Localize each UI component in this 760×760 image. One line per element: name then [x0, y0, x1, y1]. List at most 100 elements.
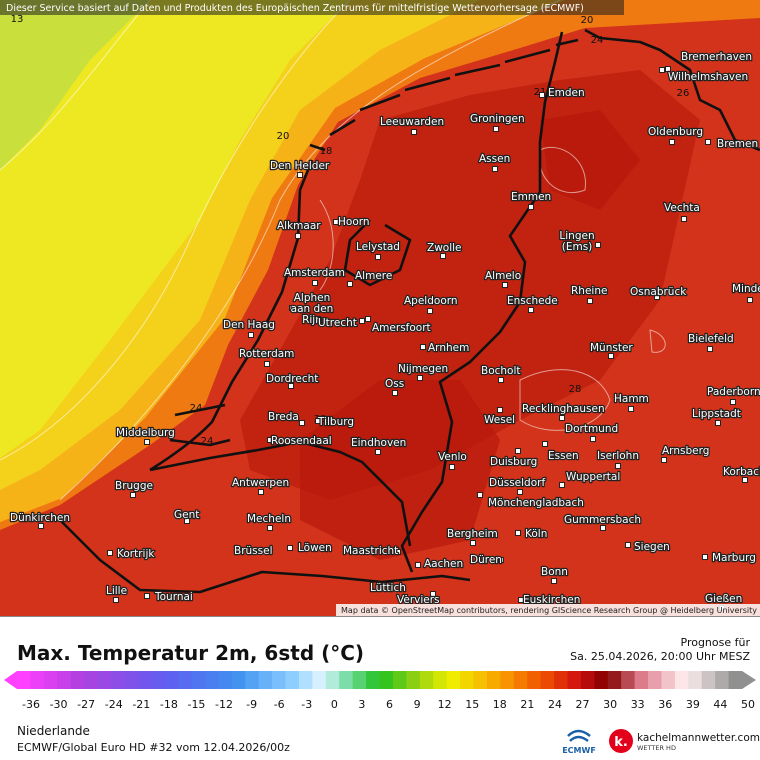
contour-label: 18 — [320, 146, 333, 157]
city-marker — [333, 219, 339, 225]
colorbar-cell — [84, 671, 98, 689]
city-marker — [528, 307, 534, 313]
city-label: Alkmaar — [277, 220, 321, 232]
city-marker — [669, 139, 675, 145]
city-marker — [681, 216, 687, 222]
ecmwf-logo: ECMWF — [562, 729, 596, 755]
colorbar-cell — [339, 671, 354, 689]
city-marker — [661, 457, 667, 463]
brand: kachelmannwetter.com — [637, 732, 760, 744]
colorbar-tick-label: 21 — [520, 698, 534, 711]
city-marker — [742, 477, 748, 483]
city-marker — [559, 482, 565, 488]
city-marker — [665, 66, 671, 72]
ecmwf-text: ECMWF — [562, 746, 596, 755]
colorbar-tick-label: 12 — [438, 698, 452, 711]
colorbar-cell — [513, 671, 528, 689]
city-label: Alphen — [294, 292, 331, 304]
city-marker — [315, 418, 321, 424]
city-label: Arnsberg — [662, 445, 709, 457]
city-label: Oldenburg — [648, 126, 703, 138]
city-label: Mönchengladbach — [488, 497, 584, 509]
city-marker — [297, 172, 303, 178]
city-label: Bremerhaven — [681, 51, 752, 63]
city-label: Apeldoorn — [404, 295, 458, 307]
city-marker — [518, 597, 524, 603]
city-marker — [359, 318, 365, 324]
city-marker — [747, 297, 753, 303]
city-marker — [497, 407, 503, 413]
colorbar-tick-label: 15 — [465, 698, 479, 711]
contour-label: 20 — [581, 15, 594, 26]
city-label: Löwen — [298, 542, 332, 554]
colorbar-cell — [554, 671, 568, 689]
colorbar-cell — [272, 671, 286, 689]
colorbar-tick-label: 9 — [414, 698, 421, 711]
contour-label: 20 — [277, 131, 290, 142]
city-marker — [144, 439, 150, 445]
city-marker — [528, 204, 534, 210]
city-label: Amersfoort — [372, 322, 431, 334]
city-label: Breda — [268, 411, 299, 423]
colorbar-tick-label: -24 — [105, 698, 123, 711]
city-label: (Ems) — [562, 241, 593, 253]
colorbar-tick-label: 0 — [331, 698, 338, 711]
city-marker — [288, 383, 294, 389]
colorbar-cell — [352, 671, 367, 689]
brand-logo[interactable]: k. kachelmannwetter.com WETTER HD — [609, 729, 760, 753]
city-label: Utrecht — [318, 317, 357, 329]
city-label: Lingen — [559, 230, 594, 242]
forecast-time: Sa. 25.04.2026, 20:00 Uhr MESZ — [570, 650, 750, 663]
city-label: Den Helder — [270, 160, 330, 172]
colorbar-cell — [527, 671, 542, 689]
city-marker — [375, 254, 381, 260]
city-marker — [267, 525, 273, 531]
colorbar-cell — [124, 671, 139, 689]
city-marker — [130, 492, 136, 498]
city-label: Lüttich — [370, 582, 406, 594]
city-marker — [608, 353, 614, 359]
colorbar-cell — [298, 671, 313, 689]
colorbar-cell — [110, 671, 125, 689]
colorbar-cell — [379, 671, 394, 689]
colorbar-tick-label: 50 — [741, 698, 755, 711]
city-marker — [402, 594, 408, 600]
city-label: Duisburg — [490, 456, 537, 468]
attribution: Map data © OpenStreetMap contributors, r… — [341, 606, 757, 615]
legend-title: Max. Temperatur 2m, 6std (°C) — [17, 641, 364, 665]
city-label: aan den — [291, 303, 334, 315]
colorbar-cell — [258, 671, 273, 689]
colorbar-tick-label: -30 — [50, 698, 68, 711]
city-label: Kortrijk — [117, 548, 155, 560]
colorbar-tick-label: 6 — [386, 698, 393, 711]
city-marker — [38, 523, 44, 529]
contour-label: 13 — [11, 14, 24, 25]
city-marker — [184, 518, 190, 524]
city-marker — [107, 550, 113, 556]
city-marker — [515, 530, 521, 536]
colorbar-cell — [191, 671, 206, 689]
colorbar-tick-label: -15 — [187, 698, 205, 711]
city-marker — [267, 547, 273, 553]
city-marker — [411, 129, 417, 135]
colorbar-cell — [567, 671, 582, 689]
colorbar-cell — [70, 671, 85, 689]
colorbar-cell — [218, 671, 233, 689]
city-marker — [628, 406, 634, 412]
colorbar-cell — [688, 671, 703, 689]
city-label: Iserlohn — [597, 450, 639, 462]
city-label: Bonn — [541, 566, 568, 578]
colorbar-cell — [634, 671, 649, 689]
city-marker — [492, 166, 498, 172]
colorbar-tick-label: 36 — [658, 698, 672, 711]
city-marker — [715, 420, 721, 426]
city-marker — [595, 242, 601, 248]
city-label: Oss — [385, 378, 404, 390]
city-marker — [559, 415, 565, 421]
city-label: Den Haag — [223, 319, 275, 331]
city-marker — [515, 448, 521, 454]
forecast-label: Prognose für — [681, 636, 751, 649]
city-marker — [347, 281, 353, 287]
city-marker — [417, 375, 423, 381]
city-label: Düsseldorf — [489, 477, 545, 489]
